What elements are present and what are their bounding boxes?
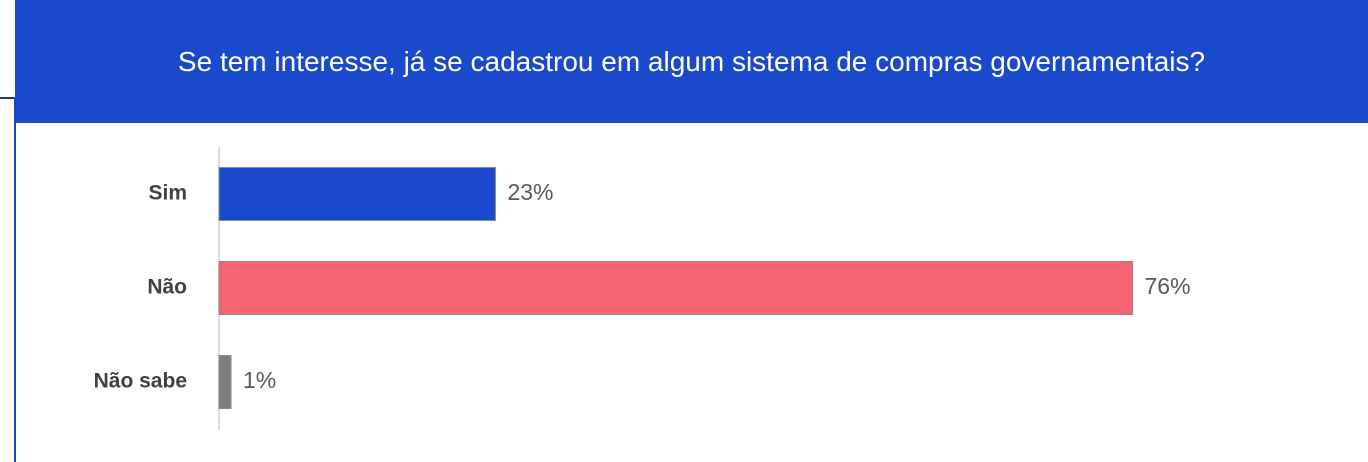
chart-title: Se tem interesse, já se cadastrou em alg… (177, 45, 1206, 77)
value-label: 23% (507, 179, 553, 205)
value-label: 1% (243, 367, 276, 393)
category-label: Não (147, 276, 187, 299)
border (14, 98, 16, 462)
header: Se tem interesse, já se cadastrou em alg… (15, 0, 1368, 123)
category-label: Não sabe (94, 370, 187, 393)
header-accent (0, 97, 15, 99)
bar (218, 261, 1134, 315)
bar (218, 167, 496, 221)
bar (218, 355, 232, 409)
category-label: Sim (148, 182, 187, 205)
value-label: 76% (1145, 273, 1191, 299)
